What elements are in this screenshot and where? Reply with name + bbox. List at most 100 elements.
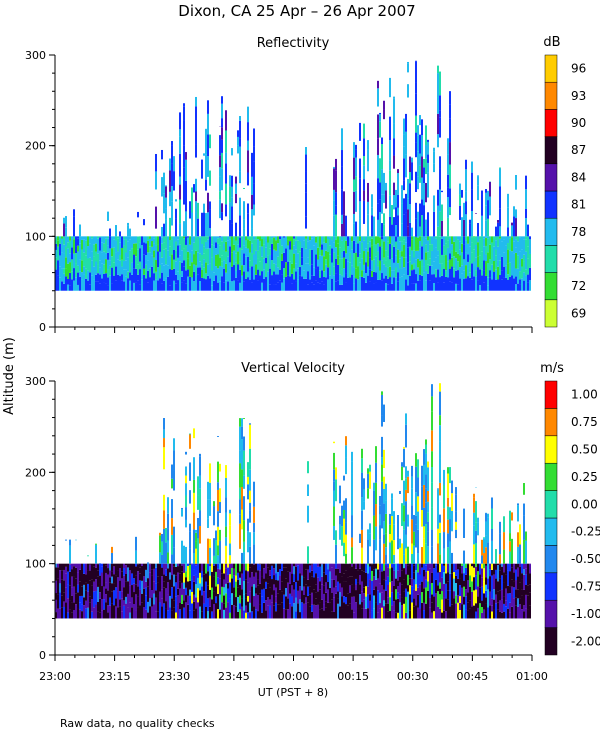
echo-cell [233,236,235,238]
echo-cell [159,591,161,603]
echo-cell [297,268,299,280]
echo-cell [335,170,337,193]
echo-cell [121,578,123,592]
echo-cell [173,450,175,471]
echo-cell [433,282,435,291]
echo-cell [439,277,441,291]
echo-cell [317,282,319,291]
echo-cell [387,563,389,568]
echo-cell [521,563,523,574]
echo-cell [357,608,359,619]
echo-cell [87,246,89,259]
echo-cell [217,577,219,585]
echo-cell [385,190,387,209]
echo-cell [377,203,379,220]
echo-cell [189,244,191,254]
echo-cell [513,206,515,217]
echo-cell [289,268,291,277]
echo-cell [367,594,369,609]
echo-cell [225,130,227,153]
figure-title: Dixon, CA 25 Apr – 26 Apr 2007 [178,2,415,20]
echo-cell [419,236,421,241]
echo-cell [147,586,149,602]
echo-cell [183,588,185,601]
echo-cell [247,150,249,173]
echo-cell [399,547,401,564]
echo-cell [89,602,91,619]
echo-cell [443,255,445,270]
echo-cell [425,524,427,544]
echo-cell [405,596,407,613]
echo-cell [205,581,207,592]
colorbar-tick-label: 96 [571,62,586,76]
echo-cell [423,272,425,280]
echo-cell [383,172,385,195]
echo-cell [183,103,185,107]
echo-cell [361,497,363,511]
echo-cell [475,563,477,567]
echo-cell [59,592,61,609]
echo-cell [423,205,425,224]
echo-cell [303,603,305,619]
echo-cell [121,611,123,619]
echo-cell [529,592,531,606]
echo-cell [319,277,321,284]
echo-cell [169,170,171,192]
echo-cell [285,587,287,597]
echo-cell [325,250,327,260]
echo-cell [201,243,203,255]
echo-cell [275,580,277,588]
echo-cell [109,582,111,598]
echo-cell [485,189,487,193]
echo-cell [149,252,151,269]
echo-cell [85,590,87,601]
echo-cell [403,257,405,268]
echo-cell [487,263,489,278]
echo-cell [89,580,91,597]
echo-cell [489,569,491,577]
echo-cell [385,590,387,604]
y-tick-label: 300 [25,375,46,388]
echo-cell [397,194,399,208]
echo-cell [303,240,305,255]
echo-cell [363,277,365,291]
echo-cell [81,249,83,261]
echo-cell [515,569,517,581]
echo-cell [215,530,217,541]
echo-cell [173,574,175,587]
echo-cell [121,274,123,281]
echo-cell [141,563,143,566]
echo-cell [171,163,173,187]
echo-cell [197,267,199,275]
echo-cell [283,252,285,269]
echo-cell [381,563,383,572]
echo-cell [421,236,423,247]
echo-cell [441,263,443,276]
echo-cell [455,511,457,522]
echo-cell [449,236,451,239]
echo-cell [265,610,267,619]
echo-cell [181,236,183,251]
echo-cell [423,602,425,611]
echo-cell [175,575,177,583]
echo-cell [369,269,371,282]
echo-cell [501,589,503,600]
echo-cell [349,603,351,619]
echo-cell [293,603,295,619]
echo-cell [353,223,355,237]
echo-cell [379,505,381,515]
echo-cell [423,588,425,603]
echo-cell [169,572,171,580]
echo-cell [481,568,483,578]
echo-cell [525,540,527,564]
echo-cell [323,271,325,278]
echo-cell [91,236,93,239]
echo-cell [281,253,283,261]
echo-cell [379,219,381,237]
echo-cell [205,129,207,155]
echo-cell [323,236,325,243]
echo-cell [207,134,209,157]
echo-cell [75,253,77,264]
echo-cell [387,267,389,279]
echo-cell [369,236,371,242]
